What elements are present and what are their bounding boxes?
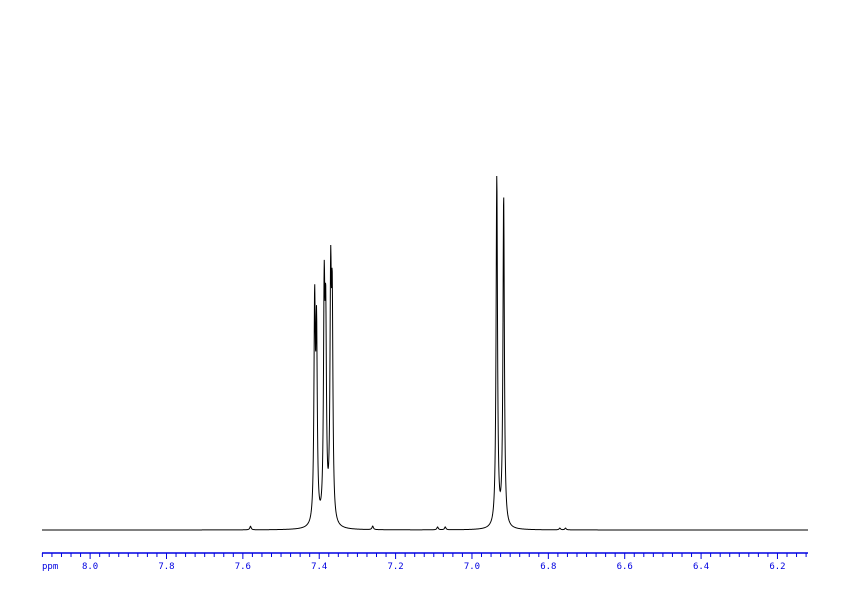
x-tick-label: 7.8 bbox=[158, 562, 174, 572]
x-tick-label: 7.0 bbox=[464, 562, 480, 572]
x-tick-label: 6.4 bbox=[693, 562, 709, 572]
x-tick-label: 6.8 bbox=[540, 562, 556, 572]
spectrum-trace bbox=[42, 175, 808, 531]
x-tick-label: 7.4 bbox=[311, 562, 327, 572]
x-tick-label: 6.6 bbox=[617, 562, 633, 572]
x-tick-label: 7.6 bbox=[235, 562, 251, 572]
x-axis-label: ppm bbox=[42, 562, 58, 572]
x-tick-label: 7.2 bbox=[387, 562, 403, 572]
x-axis-ticks: 8.0 7.8 7.6 7.4 7.2 7.0 6.8 6.6 6.4 6.2 bbox=[41, 553, 807, 572]
x-tick-label: 6.2 bbox=[769, 562, 785, 572]
x-tick-label: 8.0 bbox=[82, 562, 98, 572]
